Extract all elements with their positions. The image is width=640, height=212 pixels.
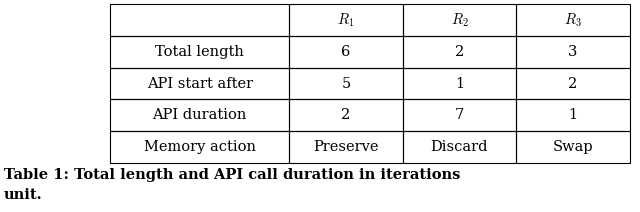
- Text: $R_3$: $R_3$: [564, 11, 582, 29]
- Text: Memory action: Memory action: [144, 140, 256, 154]
- Text: 1: 1: [568, 108, 578, 122]
- Text: Discard: Discard: [431, 140, 488, 154]
- Text: unit.: unit.: [4, 188, 43, 202]
- Text: Total length: Total length: [156, 45, 244, 59]
- Text: 2: 2: [455, 45, 464, 59]
- Text: Preserve: Preserve: [314, 140, 379, 154]
- Text: Swap: Swap: [553, 140, 593, 154]
- Text: 3: 3: [568, 45, 578, 59]
- Text: 2: 2: [568, 77, 578, 91]
- Bar: [403, 131, 516, 163]
- Bar: [110, 131, 289, 163]
- Text: 6: 6: [341, 45, 351, 59]
- Text: 5: 5: [342, 77, 351, 91]
- Bar: [289, 68, 403, 99]
- Bar: [110, 4, 289, 36]
- Bar: [403, 99, 516, 131]
- Bar: [110, 99, 289, 131]
- Bar: [516, 99, 630, 131]
- Text: API duration: API duration: [152, 108, 247, 122]
- Bar: [289, 36, 403, 68]
- Text: 1: 1: [455, 77, 464, 91]
- Bar: [403, 36, 516, 68]
- Text: $R_2$: $R_2$: [451, 11, 468, 29]
- Text: $R_1$: $R_1$: [337, 11, 355, 29]
- Bar: [516, 36, 630, 68]
- Bar: [289, 131, 403, 163]
- Bar: [403, 4, 516, 36]
- Bar: [516, 131, 630, 163]
- Text: API start after: API start after: [147, 77, 253, 91]
- Bar: [289, 4, 403, 36]
- Bar: [110, 36, 289, 68]
- Bar: [403, 68, 516, 99]
- Text: 7: 7: [455, 108, 464, 122]
- Bar: [516, 68, 630, 99]
- Bar: [110, 68, 289, 99]
- Bar: [516, 4, 630, 36]
- Text: Table 1: Total length and API call duration in iterations: Table 1: Total length and API call durat…: [4, 168, 460, 182]
- Text: 2: 2: [342, 108, 351, 122]
- Bar: [289, 99, 403, 131]
